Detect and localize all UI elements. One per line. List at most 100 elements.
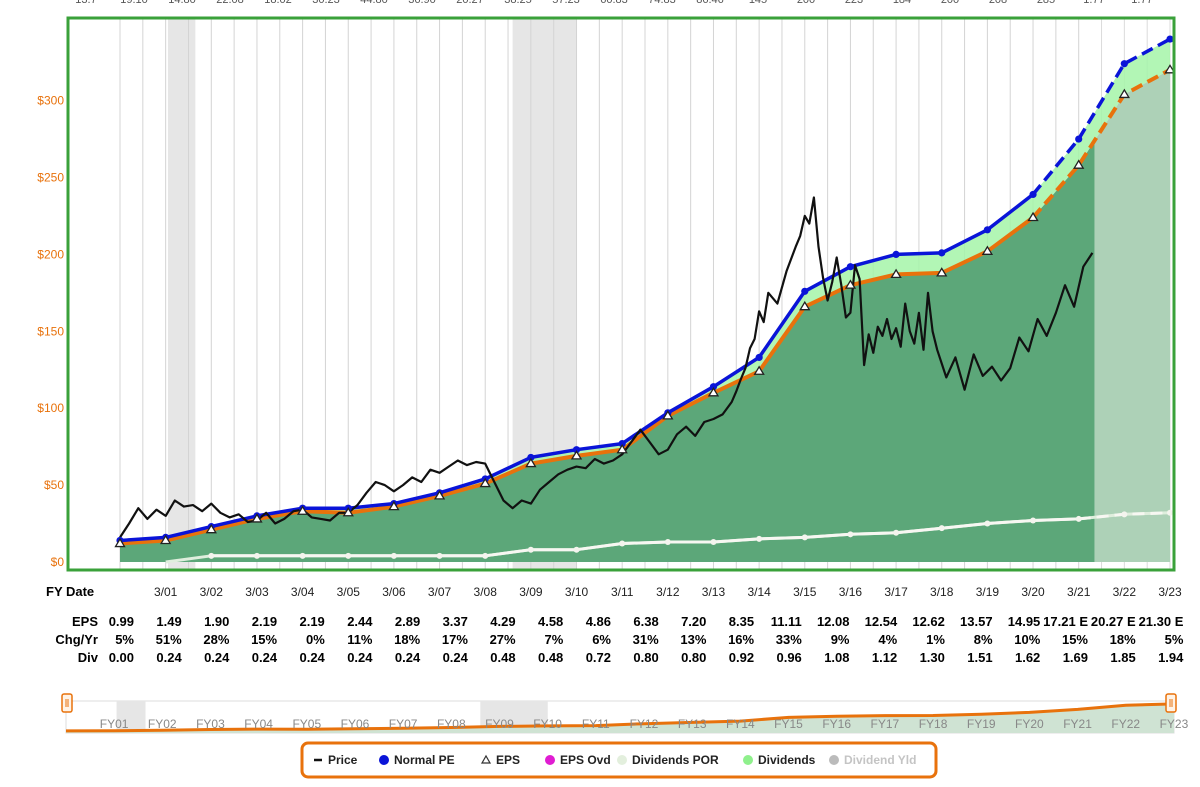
price-line xyxy=(119,196,1094,539)
table-cell: 11.11 xyxy=(771,614,802,629)
y-tick-label: $200 xyxy=(37,247,64,261)
table-cell: 0.24 xyxy=(395,650,421,665)
x-tick-label: 3/21 xyxy=(1067,585,1091,599)
table-cell: 33% xyxy=(776,632,802,647)
x-tick-label: 3/11 xyxy=(611,585,634,599)
table-cell: 0% xyxy=(306,632,325,647)
table-row-label: Div xyxy=(78,650,99,665)
top-cut-labels: 13.7 19.10 14.80 22.08 18.02 30.23 44.80 36.90 2… xyxy=(75,0,1152,6)
table-cell: 0.24 xyxy=(299,650,325,665)
top-cut-label: 18.02 xyxy=(264,0,292,6)
navigator-label: FY22 xyxy=(1111,717,1140,731)
eps-point xyxy=(799,300,811,311)
plot-area xyxy=(66,16,1176,572)
eps-point xyxy=(114,537,126,548)
table-cell: 1.69 xyxy=(1063,650,1088,665)
dividend-point xyxy=(710,539,717,546)
navigator-area xyxy=(66,703,1174,733)
table-cell: 20.27 E xyxy=(1091,614,1136,629)
dividend-point xyxy=(1030,517,1037,524)
legend-label: EPS xyxy=(496,753,520,767)
dividend-point xyxy=(573,546,580,553)
legend-item-price[interactable]: Price xyxy=(314,753,358,767)
chart-areas xyxy=(120,18,1174,570)
table-cell: 4.58 xyxy=(538,614,563,629)
dividend-point xyxy=(801,534,808,541)
legend-label: Dividend Yld xyxy=(844,753,916,767)
dividend-point xyxy=(299,552,306,559)
legend-item-normal-pe[interactable]: Normal PE xyxy=(379,753,455,767)
top-cut-label: 74.83 xyxy=(648,0,676,6)
dividend-point xyxy=(756,535,763,542)
x-tick-label: 3/20 xyxy=(1021,585,1045,599)
dividend-point xyxy=(253,552,260,559)
table-cell: 4.86 xyxy=(586,614,611,629)
dividend-point xyxy=(345,552,352,559)
table-cell: 18% xyxy=(1110,632,1136,647)
normal-pe-point xyxy=(892,250,900,258)
navigator-label: FY03 xyxy=(196,717,225,731)
legend: Price Normal PE EPS EPS Ovd Dividends POR Div… xyxy=(300,741,938,779)
eps-point xyxy=(753,365,765,375)
x-tick-label: 3/19 xyxy=(976,585,1000,599)
table-cell: 8.35 xyxy=(729,614,754,629)
normal-pe-point xyxy=(1166,35,1174,43)
table-cell: 16% xyxy=(728,632,754,647)
legend-item-eps-ovd[interactable]: EPS Ovd xyxy=(545,753,611,767)
table-cell: 5% xyxy=(1165,632,1184,647)
legend-label: Price xyxy=(328,753,358,767)
table-cell: 7% xyxy=(545,632,564,647)
navigator-left-handle[interactable] xyxy=(61,693,73,713)
navigator-label: FY08 xyxy=(437,717,466,731)
legend-item-dividends-por[interactable]: Dividends POR xyxy=(617,753,719,767)
top-cut-label: 20.27 xyxy=(456,0,484,6)
x-tick-label: 3/17 xyxy=(884,585,908,599)
legend-label: EPS Ovd xyxy=(560,753,611,767)
top-cut-label: 86.46 xyxy=(696,0,724,6)
table-cell: 1% xyxy=(926,632,945,647)
y-tick-label: $150 xyxy=(37,324,64,338)
table-cell: 13% xyxy=(680,632,706,647)
legend-dot-icon xyxy=(379,755,389,765)
range-navigator[interactable]: FY01 FY02 FY03 FY04 FY05 FY06 FY07 FY08 FY09 FY10… xyxy=(61,693,1189,734)
eps-area-estimated xyxy=(1094,69,1170,563)
top-cut-label: 1.77 xyxy=(1083,0,1104,6)
navigator-label: FY17 xyxy=(871,717,900,731)
table-cell: 0.80 xyxy=(633,650,658,665)
eps-point xyxy=(433,490,446,500)
dividend-point xyxy=(847,531,854,538)
navigator-label: FY12 xyxy=(630,717,659,731)
eps-point xyxy=(1073,159,1085,169)
table-cell: 0.48 xyxy=(490,650,515,665)
eps-point xyxy=(1118,88,1130,99)
table-cell: 1.94 xyxy=(1158,650,1184,665)
normal-pe-point xyxy=(1029,190,1037,199)
dividend-point xyxy=(619,540,626,547)
legend-item-eps[interactable]: EPS xyxy=(480,753,520,767)
table-cell: 12.08 xyxy=(817,614,850,629)
table-cell: 31% xyxy=(633,632,659,647)
navigator-line xyxy=(65,702,1175,733)
navigator-right-handle[interactable] xyxy=(1165,693,1177,713)
table-cell: 51% xyxy=(156,632,182,647)
table-cell: 0.24 xyxy=(204,650,230,665)
y-tick-label: $250 xyxy=(37,170,64,184)
dividends-line xyxy=(211,517,1079,558)
eps-point xyxy=(1164,64,1176,74)
navigator-label: FY15 xyxy=(774,717,803,731)
top-cut-label: 223 xyxy=(845,0,863,6)
y-tick-label: $0 xyxy=(51,555,65,569)
x-tick-label: 3/02 xyxy=(200,585,224,599)
y-axis-labels: $0 $50 $100 $150 $200 $250 $300 xyxy=(37,94,64,569)
legend-item-dividends[interactable]: Dividends xyxy=(743,753,816,767)
eps-area xyxy=(120,140,1095,562)
eps-line-estimated xyxy=(1031,68,1171,219)
navigator-label: FY19 xyxy=(967,717,996,731)
table-cell: 4% xyxy=(878,632,897,647)
table-cell: 1.51 xyxy=(967,650,992,665)
dividend-point xyxy=(527,546,534,553)
table-cell: 6% xyxy=(592,632,611,647)
legend-item-dividend-yld[interactable]: Dividend Yld xyxy=(829,753,916,767)
table-cell: 8% xyxy=(974,632,993,647)
table-cell: 11% xyxy=(347,632,373,647)
